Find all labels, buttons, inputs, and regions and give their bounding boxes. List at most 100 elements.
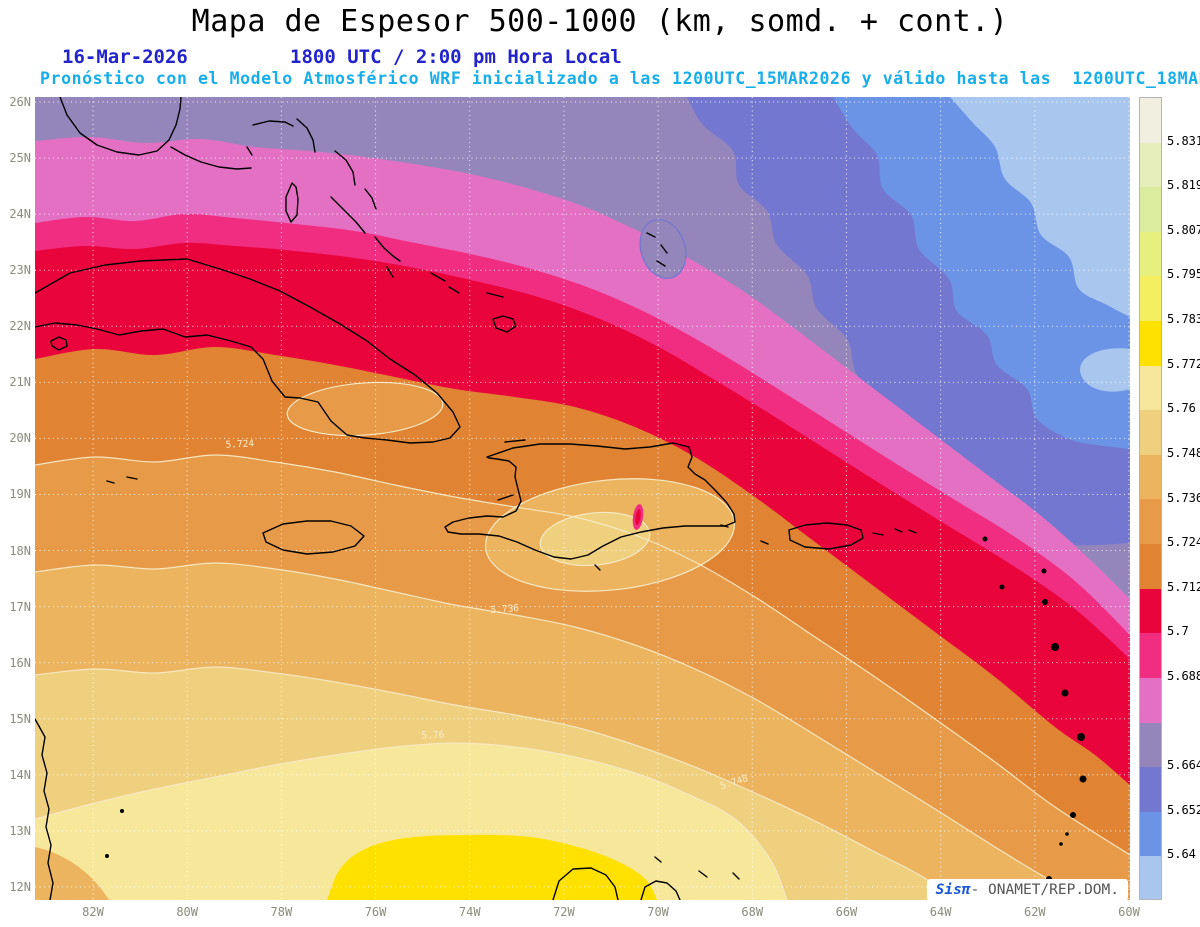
coast-guajira <box>552 867 619 901</box>
colorbar-swatch <box>1140 767 1161 812</box>
coast-puerto-rico <box>788 522 864 550</box>
lon-tick-label: 80W <box>176 905 199 919</box>
coast-vieques <box>872 532 884 536</box>
colorbar-label: 5.748 <box>1167 445 1200 460</box>
colorbar-swatch <box>1140 677 1161 723</box>
colorbar-label: 5.807 <box>1167 222 1200 237</box>
island-grenadines <box>1059 842 1063 846</box>
lon-tick-label: 72W <box>553 905 575 919</box>
band-lightblue-pocket <box>1080 348 1130 392</box>
colorbar-swatch <box>1140 231 1161 277</box>
map-date: 16-Mar-2026 <box>62 46 188 68</box>
lon-tick-label: 64W <box>929 905 952 919</box>
contour-line <box>34 454 1131 856</box>
lat-tick-label: 25N <box>9 151 31 166</box>
colorbar-swatch <box>1140 142 1161 188</box>
colorbar-swatch <box>1140 811 1161 857</box>
coast-saona <box>720 524 729 528</box>
coast-bonaire <box>732 872 740 880</box>
lon-tick-label: 60W <box>1118 905 1140 919</box>
contour-label: 5.76 <box>421 730 445 742</box>
coast-aruba <box>654 856 662 863</box>
colorbar-swatch <box>1140 187 1161 232</box>
island-st-lucia <box>1079 775 1087 783</box>
coast-ragged <box>386 266 394 278</box>
coast-andros <box>285 182 299 223</box>
coast-jamaica <box>262 520 365 555</box>
lat-tick-label: 21N <box>9 375 31 390</box>
contour-pocket-turks <box>639 219 687 279</box>
coast-cuba <box>34 258 461 444</box>
colorbar-label: 5.736 <box>1167 490 1200 505</box>
anomaly-spot-inner <box>635 509 641 525</box>
colorbar-swatch <box>1140 588 1161 634</box>
contour-lines <box>34 454 1131 901</box>
coast-mona <box>760 540 769 545</box>
lat-tick-label: 19N <box>9 487 31 502</box>
island-barbuda <box>1041 568 1047 574</box>
attribution-text: - ONAMET/REP.DOM. <box>970 882 1119 898</box>
coast-long-island <box>374 236 401 262</box>
island-st-vincent <box>1070 812 1076 818</box>
coast-florida <box>59 96 182 156</box>
lat-tick-label: 22N <box>9 319 31 334</box>
contour-loop-east-cuba <box>286 381 444 437</box>
coast-grand-bahama <box>252 120 294 127</box>
island-anguilla <box>982 536 988 542</box>
map-area: 5.724 5.736 5.748 5.76 <box>34 96 1131 901</box>
coast-crooked-acklins <box>430 272 460 294</box>
small-islands <box>105 536 1087 882</box>
lat-tick-label: 20N <box>9 431 31 446</box>
island-grenadines <box>1065 832 1069 836</box>
coast-cayman <box>106 476 138 484</box>
coast-cat-island <box>364 188 377 210</box>
colorbar-label: 5.831 <box>1167 133 1200 148</box>
coast-eleuthera <box>334 150 356 186</box>
coast-inagua <box>492 315 517 333</box>
contour-line <box>34 742 788 901</box>
colorbar-label: 5.712 <box>1167 579 1200 594</box>
lon-tick-label: 78W <box>270 905 293 919</box>
lat-tick-label: 14N <box>9 767 31 782</box>
colorbar-swatch <box>1140 321 1161 366</box>
coastlines <box>34 96 917 901</box>
map-valid-time: 1800 UTC / 2:00 pm Hora Local <box>290 46 622 68</box>
colorbar-swatch <box>1140 856 1161 899</box>
colorbar-swatch <box>1140 633 1161 678</box>
colorbar-label: 5.652 <box>1167 802 1200 817</box>
lon-tick-label: 62W <box>1023 905 1046 919</box>
colorbar-label: 5.724 <box>1167 535 1200 550</box>
coast-beata <box>594 564 601 571</box>
lon-tick-label: 66W <box>835 905 858 919</box>
island-providencia <box>120 809 124 813</box>
coast-hispaniola <box>444 442 736 560</box>
island-martinique <box>1077 733 1085 741</box>
lat-tick-label: 13N <box>9 823 31 838</box>
colorbar-label: 5.76 <box>1167 401 1196 416</box>
contour-line <box>34 666 954 901</box>
lat-tick-label: 15N <box>9 711 31 726</box>
contour-label: 5.736 <box>490 603 520 616</box>
lat-tick-label: 18N <box>9 543 31 558</box>
colorbar-label: 5.819 <box>1167 178 1200 193</box>
coast-mayaguana <box>486 292 504 298</box>
attribution-box: Sisπ- ONAMET/REP.DOM. <box>926 879 1128 901</box>
lon-tick-label: 70W <box>647 905 669 919</box>
colorbar-label: 5.664 <box>1167 758 1200 773</box>
island-st-kitts <box>999 584 1005 590</box>
island-antigua <box>1042 599 1048 605</box>
colorbar-swatch <box>1140 410 1161 455</box>
colorbar-label: 5.772 <box>1167 356 1200 371</box>
colorbar-swatch <box>1140 499 1161 545</box>
island-guadeloupe <box>1051 643 1059 651</box>
colorbar-swatch <box>1140 98 1161 143</box>
coast-florida-keys <box>170 146 252 170</box>
colorbar-label: 5.7 <box>1167 624 1189 639</box>
coast-turks-caicos <box>646 232 668 267</box>
contour-line <box>34 562 1094 901</box>
coast-exuma <box>330 196 366 234</box>
colorbar-swatches <box>1139 97 1162 900</box>
colorbar-label: 5.795 <box>1167 267 1200 282</box>
